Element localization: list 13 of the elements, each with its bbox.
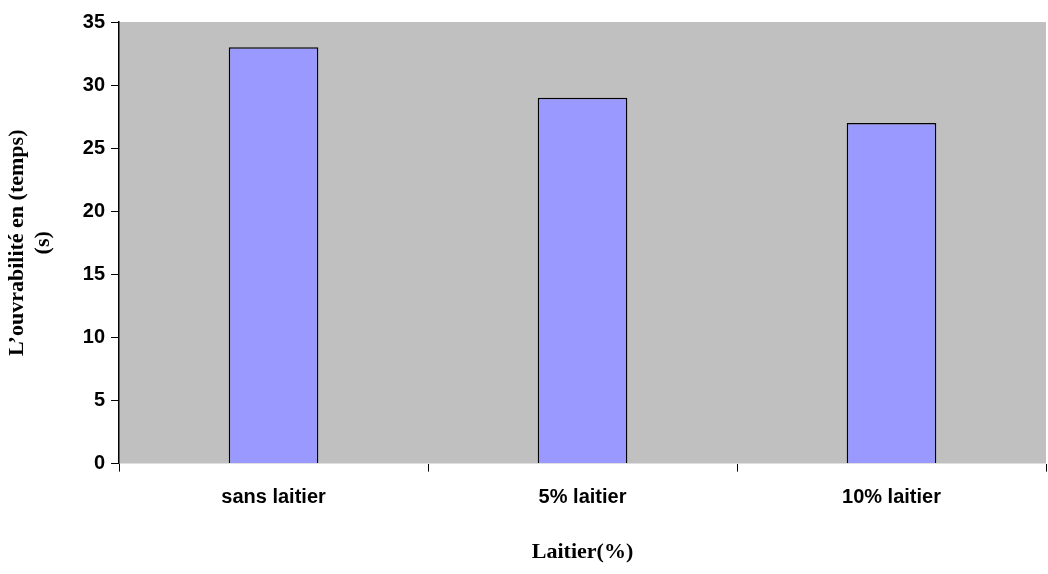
y-tick-label: 30: [82, 72, 106, 95]
x-tick-label: 5% laitier: [538, 485, 627, 508]
y-tick-label: 15: [82, 261, 106, 284]
x-axis-title: Laitier(%): [531, 538, 634, 564]
y-tick-label: 10: [82, 324, 106, 347]
y-axis-title: L’ouvrabilité en (temps) (s): [2, 129, 55, 357]
y-tick-label: 20: [82, 198, 106, 221]
y-tick-label: 25: [82, 135, 106, 158]
y-tick-label: 5: [93, 388, 106, 411]
x-tick-label: sans laitier: [221, 485, 326, 508]
y-tick-label: 0: [93, 451, 106, 474]
y-tick-label: 35: [82, 9, 106, 32]
x-tick-label: 10% laitier: [842, 485, 942, 508]
